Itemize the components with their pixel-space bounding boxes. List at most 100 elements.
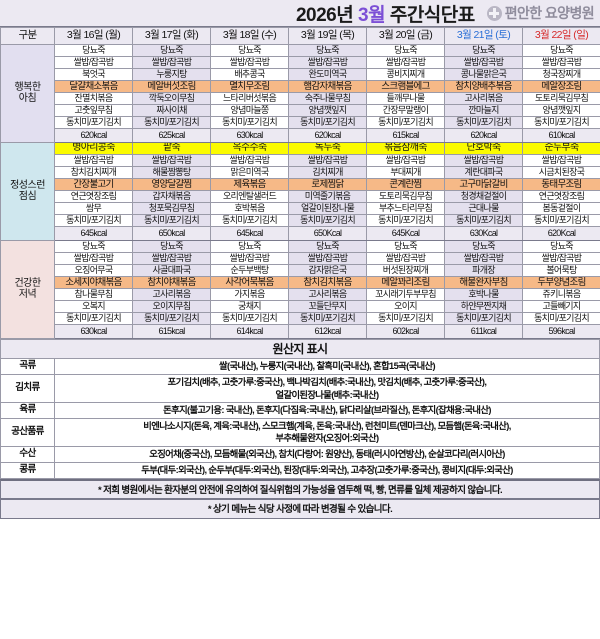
cell-calories-day4: 650Kcal <box>288 226 367 241</box>
cell-porridge-day7: 당뇨죽 <box>522 240 600 253</box>
cell-porridge-day2: 당뇨죽 <box>132 240 211 253</box>
cell-kimchi-day3: 동치미/포기김치 <box>210 116 289 129</box>
menu-row-side-1: 연근엿장조림 갑자채볶음 오리엔탈샐러드 미역줄기볶음 도토리묵김무침 청경채겉절이 연근엿… <box>1 190 600 203</box>
cell-calories-day6: 611kcal <box>444 324 523 339</box>
cell-kimchi-day4: 동치미/포기김치 <box>288 312 367 325</box>
cell-side-1-day4: 미역줄기볶음 <box>288 190 367 203</box>
cell-side-1-day5: 들깨무나물 <box>366 92 445 105</box>
menu-row-rice: 쌀밥/잡곡밥 쌀밥/잡곡밥 쌀밥/잡곡밥 쌀밥/잡곡밥 쌀밥/잡곡밥 쌀밥/잡곡밥 쌀밥/잡… <box>1 56 600 69</box>
cell-rice-day4: 쌀밥/잡곡밥 <box>288 154 367 167</box>
menu-header-row: 구분 3월 16일 (월) 3월 17일 (화) 3월 18일 (수) 3월 19일 (… <box>0 27 600 45</box>
notice-choking: * 저희 병원에서는 환자분의 안전에 유의하여 질식위험의 가능성을 염두해 … <box>0 478 600 499</box>
cell-side-1-day3: 느타리버섯볶음 <box>210 92 289 105</box>
cell-side-2-day7: 봄동겉절이 <box>522 202 600 215</box>
origin-value: 포기김치(배추, 고춧가루:중국산), 백나박김치(배추:국내산), 맛김치(배… <box>54 373 600 404</box>
meal-label-ln: 정성스런 점심 <box>0 142 55 241</box>
column-header-day-4: 3월 19일 (목) <box>288 27 367 45</box>
cell-rice-day6: 쌀밥/잡곡밥 <box>444 154 523 167</box>
cell-main-dish-day7: 두부양념조림 <box>522 276 600 289</box>
origin-category: 공산품류 <box>0 417 55 448</box>
meal-label-line2: 점심 <box>18 190 37 202</box>
cell-calories-day5: 645Kcal <box>366 226 445 241</box>
cell-calories-day5: 602kcal <box>366 324 445 339</box>
cell-rice-day3: 쌀밥/잡곡밥 <box>210 56 289 69</box>
cell-side-1-day1: 연근엿장조림 <box>54 190 133 203</box>
cell-side-1-day4: 고사리볶음 <box>288 288 367 301</box>
cell-kimchi-day3: 동치미/포기김치 <box>210 312 289 325</box>
cell-porridge-day3: 당뇨죽 <box>210 240 289 253</box>
cell-kimchi-day1: 동치미/포기김치 <box>54 312 133 325</box>
meal-label-line1: 행복한 <box>14 82 41 93</box>
cell-porridge-day1: 병아리콩죽 <box>54 142 133 155</box>
menu-row-porridge: 건강한 저녁 당뇨죽 당뇨죽 당뇨죽 당뇨죽 당뇨죽 당뇨죽 당뇨죽 <box>0 240 600 339</box>
page-title: 2026년 3월 주간식단표 <box>296 0 475 27</box>
origin-row: 곡류 쌀(국내산), 누룽지(국내산), 찰흑미(국내산), 혼합15곡(국내산) <box>0 358 600 375</box>
column-header-day-2: 3월 17일 (화) <box>132 27 211 45</box>
cell-rice-day1: 쌀밥/잡곡밥 <box>54 154 133 167</box>
cell-porridge-day2: 팥죽 <box>132 142 211 155</box>
cell-calories-day1: 620kcal <box>54 128 133 143</box>
origin-row: 수산 오징어채(중국산), 모듬해물(외국산), 참치(다랑어: 원양산), 동태… <box>0 446 600 463</box>
cell-side-1-day7: 연근엿장조림 <box>522 190 600 203</box>
cell-soup-day6: 파개장 <box>444 264 523 277</box>
menu-row-calories: 620kcal 625kcal 630kcal 620kcal 615kcal 620kc… <box>1 128 600 143</box>
menu-row-side-2: 고춧잎무침 짜사이채 양념마늘쫑 양념깻잎지 간장무말랭이 깐마늘지 양념깻잎지 <box>1 104 600 117</box>
cell-rice-day1: 쌀밥/잡곡밥 <box>54 252 133 265</box>
cell-kimchi-day2: 동치미/포기김치 <box>132 312 211 325</box>
cell-rice-day7: 쌀밥/잡곡밥 <box>522 56 600 69</box>
cell-side-2-day3: 호박볶음 <box>210 202 289 215</box>
menu-row-soup: 참치김치찌개 해물짬뽕탕 맑은미역국 김치찌개 부대찌개 계란대파국 시금치된장국 <box>1 166 600 179</box>
cell-porridge-day6: 당뇨죽 <box>444 240 523 253</box>
cell-porridge-day3: 옥수수죽 <box>210 142 289 155</box>
title-year: 2026년 <box>295 4 358 26</box>
menu-row-kimchi: 동치미/포기김치 동치미/포기김치 동치미/포기김치 동치미/포기김치 동치미/포기김치… <box>1 116 600 129</box>
origin-row: 육류 돈후지(불고기용: 국내산), 돈후지(다짐육:국내산), 닭다리살(브라질… <box>0 402 600 419</box>
menu-row-side-2: 쌈무 청포묵김무침 호박볶음 얼갈이된장나물 부추느타리무침 근대나물 봄동겉절이 <box>1 202 600 215</box>
cell-main-dish-day2: 참치야채볶음 <box>132 276 211 289</box>
notice-change: * 상기 메뉴는 식당 사정에 따라 변경될 수 있습니다. <box>0 498 600 519</box>
cell-calories-day4: 620kcal <box>288 128 367 143</box>
cell-side-2-day2: 오이지무침 <box>132 300 211 313</box>
cell-side-2-day4: 양념깻잎지 <box>288 104 367 117</box>
cell-side-1-day3: 가지볶음 <box>210 288 289 301</box>
cell-main-dish-day3: 제육볶음 <box>210 178 289 191</box>
cell-side-2-day3: 궁채지 <box>210 300 289 313</box>
cell-soup-day4: 김치찌개 <box>288 166 367 179</box>
cell-side-1-day4: 숙주나물무침 <box>288 92 367 105</box>
menu-row-main-dish: 달걀채소볶음 메알버섯조림 멸치무조림 햄감자채볶음 스크램블에그 참치양배추볶음 메알장조… <box>1 80 600 93</box>
hospital-name: 편안한 요양병원 <box>504 5 595 21</box>
cell-soup-day1: 참치김치찌개 <box>54 166 133 179</box>
cell-main-dish-day1: 소세지야채볶음 <box>54 276 133 289</box>
cell-porridge-day6: 당뇨죽 <box>444 44 523 57</box>
cell-kimchi-day2: 동치미/포기김치 <box>132 116 211 129</box>
menu-row-soup: 북엇국 누룽지탕 배추콩국 완도미역국 콩비지찌개 콩나물맑은국 청국장찌개 <box>1 68 600 81</box>
menu-row-main-dish: 소세지야채볶음 참치야채볶음 사각어묵볶음 참치김치볶음 메알꽈리조림 해물완자부침 두부양… <box>1 276 600 289</box>
cell-main-dish-day5: 스크램블에그 <box>366 80 445 93</box>
cell-soup-day5: 콩비지찌개 <box>366 68 445 81</box>
column-header-day-7: 3월 22일 (일) <box>522 27 600 45</box>
cell-calories-day3: 614kcal <box>210 324 289 339</box>
hospital-cross-icon <box>486 5 502 21</box>
cell-soup-day6: 계란대파국 <box>444 166 523 179</box>
page-header: 2026년 3월 주간식단표 편안한 요양병원 <box>0 0 600 27</box>
cell-rice-day2: 쌀밥/잡곡밥 <box>132 252 211 265</box>
cell-calories-day1: 645kcal <box>54 226 133 241</box>
menu-row-kimchi: 동치미/포기김치 동치미/포기김치 동치미/포기김치 동치미/포기김치 동치미/포기김치… <box>1 312 600 325</box>
cell-calories-day4: 612kcal <box>288 324 367 339</box>
cell-main-dish-day2: 메알버섯조림 <box>132 80 211 93</box>
origin-category: 곡류 <box>0 358 55 375</box>
cell-rice-day3: 쌀밥/잡곡밥 <box>210 252 289 265</box>
cell-rice-day4: 쌀밥/잡곡밥 <box>288 252 367 265</box>
cell-soup-day3: 맑은미역국 <box>210 166 289 179</box>
cell-calories-day6: 620kcal <box>444 128 523 143</box>
cell-main-dish-day7: 동태무조림 <box>522 178 600 191</box>
cell-kimchi-day3: 동치미/포기김치 <box>210 214 289 227</box>
origin-value: 쌀(국내산), 누룽지(국내산), 찰흑미(국내산), 혼합15곡(국내산) <box>54 358 600 375</box>
cell-side-2-day1: 오복지 <box>54 300 133 313</box>
origin-row: 콩류 두부(대두:외국산), 순두부(대두:외국산), 된장(대두:외국산), 고… <box>0 461 600 479</box>
cell-kimchi-day5: 동치미/포기김치 <box>366 312 445 325</box>
origin-value: 오징어채(중국산), 모듬해물(외국산), 참치(다랑어: 원양산), 동태(러… <box>54 446 600 463</box>
origin-table: 원산지 표시 곡류 쌀(국내산), 누룽지(국내산), 찰흑미(국내산), 혼합1… <box>0 338 600 479</box>
cell-kimchi-day7: 동치미/포기김치 <box>522 214 600 227</box>
